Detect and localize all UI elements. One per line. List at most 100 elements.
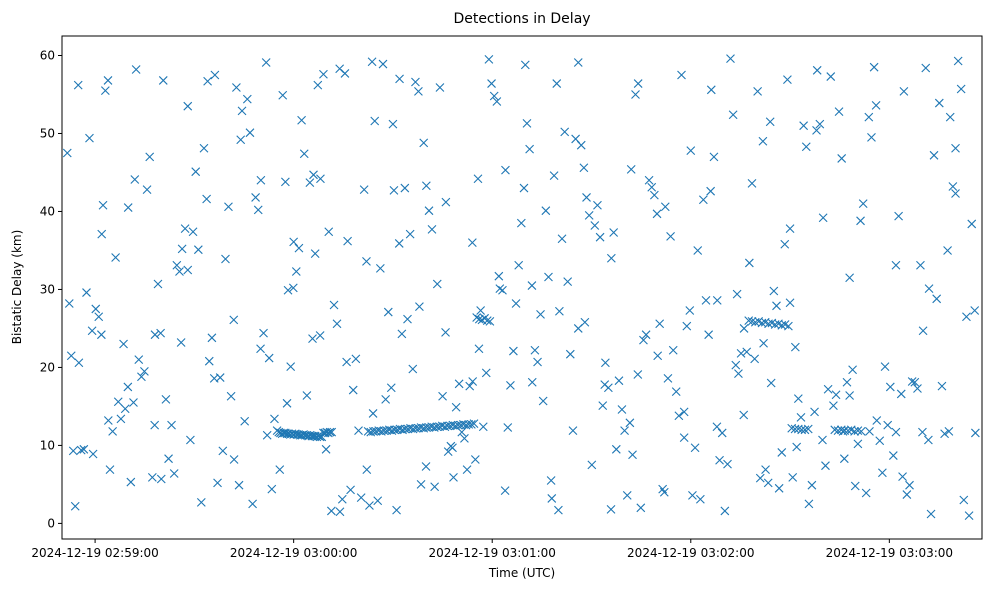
data-point xyxy=(742,347,752,357)
data-point xyxy=(842,377,852,387)
data-point xyxy=(467,238,477,248)
data-point xyxy=(818,435,827,445)
data-point xyxy=(224,202,233,212)
data-point xyxy=(777,448,787,457)
data-point xyxy=(720,506,730,516)
data-point xyxy=(264,353,274,363)
data-point xyxy=(834,107,844,117)
data-point xyxy=(823,384,833,394)
y-tick-label: 50 xyxy=(40,126,55,140)
data-point xyxy=(951,143,960,153)
data-point xyxy=(934,98,944,108)
data-point xyxy=(785,224,795,234)
data-point xyxy=(180,224,190,234)
data-point xyxy=(469,419,479,428)
data-point xyxy=(315,331,325,340)
data-point xyxy=(717,428,727,438)
data-point xyxy=(335,507,345,517)
data-point xyxy=(468,377,478,386)
data-point xyxy=(668,345,678,355)
data-point xyxy=(554,505,563,515)
data-point xyxy=(967,219,977,229)
data-point xyxy=(175,267,184,276)
data-point xyxy=(91,304,101,314)
data-point xyxy=(87,326,97,336)
data-point xyxy=(883,420,893,430)
data-point xyxy=(633,370,643,379)
data-point xyxy=(441,327,450,337)
data-point xyxy=(451,402,461,412)
data-point xyxy=(641,330,651,340)
data-point xyxy=(582,193,591,202)
y-axis: 0 10 20 30 40 50 60 xyxy=(40,48,62,530)
data-point xyxy=(88,449,98,459)
data-point xyxy=(625,418,635,428)
data-point xyxy=(788,473,798,482)
data-point xyxy=(698,195,708,205)
data-point xyxy=(590,221,600,230)
data-point xyxy=(850,426,859,436)
data-point xyxy=(346,485,355,495)
data-point xyxy=(500,486,510,496)
data-point xyxy=(294,243,304,253)
data-point xyxy=(747,179,757,188)
data-point xyxy=(732,289,742,299)
data-point xyxy=(62,148,72,158)
data-point xyxy=(804,499,814,509)
data-point xyxy=(236,135,246,145)
data-point xyxy=(79,444,89,454)
data-point xyxy=(620,426,629,435)
data-point xyxy=(606,504,616,514)
data-point xyxy=(940,429,949,439)
data-point xyxy=(926,509,936,519)
data-point xyxy=(628,450,637,460)
data-point xyxy=(400,183,410,193)
data-point xyxy=(454,379,464,389)
data-point xyxy=(810,407,819,417)
data-point xyxy=(487,79,496,88)
data-point xyxy=(337,494,347,504)
data-point xyxy=(734,369,743,379)
data-point xyxy=(799,121,809,131)
data-point xyxy=(473,174,483,184)
data-point xyxy=(68,446,78,456)
data-point xyxy=(685,306,695,315)
data-point xyxy=(74,358,84,368)
data-point xyxy=(527,281,537,290)
data-point xyxy=(237,106,247,116)
data-point xyxy=(758,136,768,146)
data-point xyxy=(880,362,890,372)
data-point xyxy=(478,422,488,432)
data-point xyxy=(283,285,293,295)
data-point xyxy=(557,234,567,244)
data-point xyxy=(666,232,675,241)
data-point xyxy=(739,324,749,333)
data-point xyxy=(332,319,342,329)
data-point xyxy=(183,101,193,111)
data-point xyxy=(489,91,499,101)
data-point xyxy=(343,236,352,246)
data-point xyxy=(833,426,843,435)
data-point xyxy=(116,414,126,424)
data-point xyxy=(614,376,624,386)
data-point xyxy=(744,258,754,268)
data-point xyxy=(314,431,323,441)
data-point xyxy=(704,330,714,340)
data-point xyxy=(695,494,705,504)
data-point xyxy=(626,164,636,174)
data-point xyxy=(495,284,505,294)
data-point xyxy=(891,427,901,437)
data-point xyxy=(877,468,887,478)
data-point xyxy=(465,381,475,391)
data-point xyxy=(712,422,722,432)
data-point xyxy=(150,420,160,430)
data-point xyxy=(484,55,494,64)
data-point xyxy=(209,373,219,383)
data-point xyxy=(321,444,331,454)
y-tick-label: 40 xyxy=(40,204,55,218)
data-point xyxy=(576,140,586,150)
data-point xyxy=(448,443,457,453)
data-point xyxy=(677,70,686,80)
data-point xyxy=(251,193,260,202)
data-point xyxy=(611,444,621,454)
